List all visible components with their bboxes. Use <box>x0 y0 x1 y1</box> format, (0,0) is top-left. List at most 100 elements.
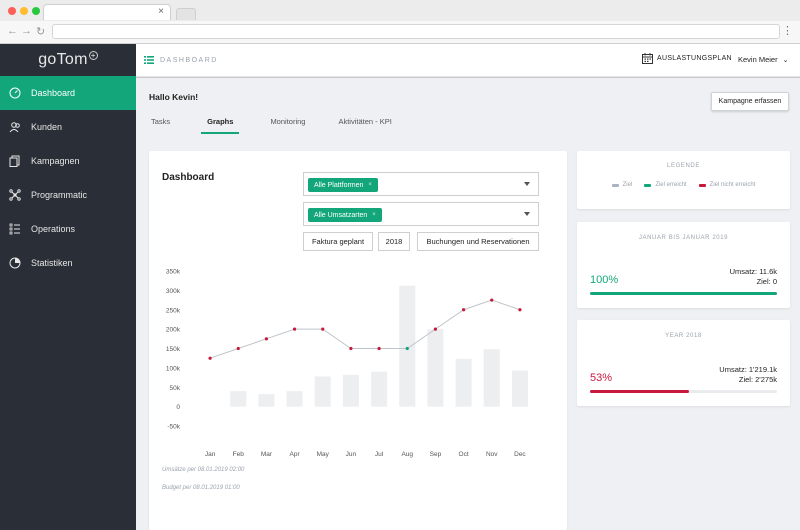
bar <box>399 285 416 407</box>
line-point <box>236 346 240 351</box>
x-tick-label: May <box>317 451 330 458</box>
bar <box>258 394 275 407</box>
users-icon <box>9 121 21 133</box>
sidebar-item-label: Kunden <box>31 122 63 132</box>
bookings-button[interactable]: Buchungen und Reservationen <box>417 232 539 251</box>
sidebar-item-label: Kampagnen <box>31 156 80 166</box>
dropdown-caret-icon <box>524 212 530 216</box>
sidebar-item-label: Dashboard <box>31 88 76 98</box>
x-tick-label: Jun <box>346 451 357 458</box>
minimize-window-button[interactable] <box>20 7 28 15</box>
kpi-card-january: JANUAR BIS JANUAR 2019 100% Umsatz: 11.6… <box>577 222 790 308</box>
budget-timestamp-note: Budget per 08.01.2019 01:00 <box>162 485 240 491</box>
platform-tag[interactable]: Alle Plattformen × <box>308 178 378 192</box>
legend-title: LEGENDE <box>667 163 700 169</box>
platform-select[interactable]: Alle Plattformen × <box>303 172 539 196</box>
bar <box>511 370 528 407</box>
network-icon <box>9 189 21 201</box>
close-tab-icon[interactable]: × <box>158 6 164 17</box>
address-bar[interactable] <box>52 24 780 39</box>
sales-type-select[interactable]: Alle Umsatzarten × <box>303 202 539 226</box>
bar <box>427 329 444 407</box>
line-point <box>208 356 212 360</box>
legend-label: Ziel nicht erreicht <box>709 182 756 188</box>
kpi-header: JANUAR BIS JANUAR 2019 <box>638 235 729 241</box>
bar <box>230 391 247 407</box>
dropdown-caret-icon <box>524 182 530 186</box>
documents-icon <box>9 155 21 167</box>
user-name: Kevin Meier <box>738 55 778 64</box>
tab-graphs[interactable]: Graphs <box>201 112 240 134</box>
y-tick-label: 250k <box>166 307 181 314</box>
sidebar-item-label: Statistiken <box>31 258 73 268</box>
kpi-progress-fill <box>590 292 777 295</box>
pie-chart-icon <box>9 257 21 269</box>
legend-swatch <box>698 183 706 187</box>
y-tick-label: 300k <box>166 288 181 295</box>
bar <box>371 371 388 407</box>
sidebar-item-kampagnen[interactable]: Kampagnen <box>0 144 136 178</box>
y-tick-label: 0 <box>176 404 180 411</box>
remove-tag-icon[interactable]: × <box>368 182 372 188</box>
legend-item: Ziel nicht erreicht <box>698 182 756 188</box>
sales-type-tag[interactable]: Alle Umsatzarten × <box>308 208 382 222</box>
x-tick-label: Apr <box>290 451 301 458</box>
close-window-button[interactable] <box>8 7 16 15</box>
legend-swatch <box>644 183 652 187</box>
browser-tab[interactable]: × <box>43 4 171 20</box>
legend-label: Ziel <box>622 182 633 188</box>
revenue-chart: 350k 300k 250k 200k 150k 100k 50k 0 -50k Jan Feb Ma… <box>149 261 567 461</box>
legend-label: Ziel erreicht <box>655 182 687 188</box>
x-tick-label: Oct <box>459 451 469 458</box>
utilization-plan-link[interactable]: AUSLASTUNGSPLAN <box>642 53 732 64</box>
list-icon <box>9 223 21 235</box>
year-button[interactable]: 2018 <box>378 232 410 251</box>
legend-item: Ziel erreicht <box>644 182 687 188</box>
line-point <box>461 308 466 312</box>
line-point <box>405 346 409 351</box>
sidebar-item-label: Programmatic <box>31 190 88 200</box>
top-bar: DASHBOARD AUSLASTUNGSPLAN Kevin Meier ⌄ <box>136 44 800 77</box>
sales-type-tag-label: Alle Umsatzarten <box>314 211 368 219</box>
sidebar-item-dashboard[interactable]: Dashboard <box>0 76 136 110</box>
sidebar-item-operations[interactable]: Operations <box>0 212 136 246</box>
tab-monitoring[interactable]: Monitoring <box>270 117 306 126</box>
line-point <box>377 346 381 351</box>
back-icon[interactable]: ← <box>7 25 18 37</box>
faktura-button[interactable]: Faktura geplant <box>303 232 373 251</box>
sidebar-item-statistiken[interactable]: Statistiken <box>0 246 136 280</box>
user-menu[interactable]: Kevin Meier ⌄ <box>738 55 788 64</box>
sidebar-item-programmatic[interactable]: Programmatic <box>0 178 136 212</box>
browser-menu-icon[interactable]: ⋮ <box>782 25 793 37</box>
tab-aktivit-ten-kpi[interactable]: Aktivitäten - KPI <box>338 117 392 126</box>
kpi-umsatz: Umsatz: 1'219.1k <box>719 365 777 374</box>
x-tick-label: Feb <box>233 451 245 458</box>
forward-icon[interactable]: → <box>21 25 32 37</box>
x-tick-label: Nov <box>486 451 498 458</box>
x-tick-label: Aug <box>401 451 413 458</box>
logo-text: goTom <box>38 51 88 68</box>
create-campaign-button[interactable]: Kampagne erfassen <box>711 92 789 111</box>
sidebar-item-kunden[interactable]: Kunden <box>0 110 136 144</box>
y-tick-label: 50k <box>170 385 181 392</box>
platform-tag-label: Alle Plattformen <box>314 181 364 189</box>
sidebar-item-label: Operations <box>31 224 76 234</box>
x-tick-label: Jul <box>375 451 384 458</box>
chevron-down-icon: ⌄ <box>782 57 789 64</box>
bar <box>483 349 500 407</box>
reload-icon[interactable]: ↻ <box>36 26 46 38</box>
x-tick-label: Jan <box>205 451 216 458</box>
y-tick-label: 200k <box>166 327 181 334</box>
kpi-percent: 100% <box>590 274 619 286</box>
remove-tag-icon[interactable]: × <box>372 212 376 218</box>
menu-icon[interactable] <box>144 56 154 64</box>
chart-svg: 350k 300k 250k 200k 150k 100k 50k 0 -50k Jan Feb Ma… <box>166 269 528 458</box>
tab-tasks[interactable]: Tasks <box>151 117 171 126</box>
target-line <box>209 299 521 359</box>
maximize-window-button[interactable] <box>32 7 40 15</box>
legend: Ziel Ziel erreicht Ziel nicht erreicht <box>577 182 790 188</box>
new-tab-button[interactable] <box>176 8 196 20</box>
kpi-ziel: Ziel: 0 <box>756 277 777 286</box>
kpi-header: YEAR 2018 <box>665 333 702 339</box>
kpi-percent: 53% <box>590 372 613 384</box>
